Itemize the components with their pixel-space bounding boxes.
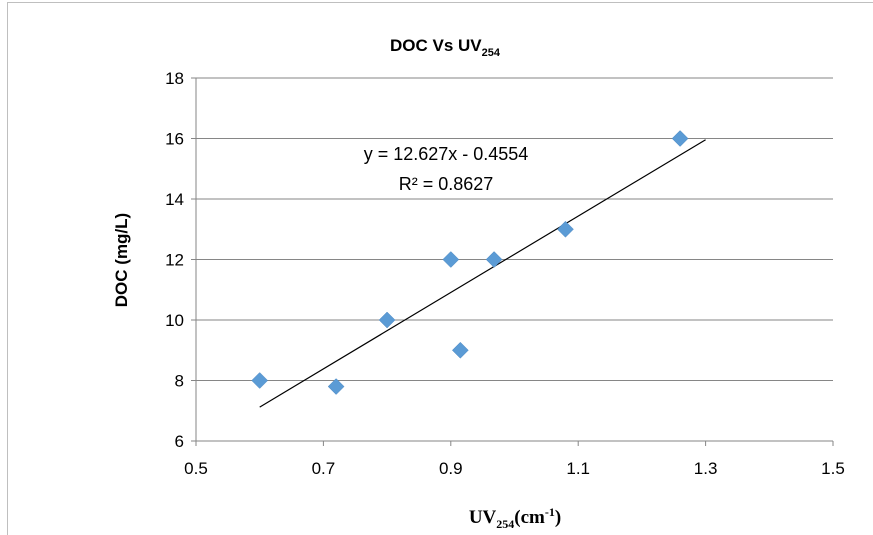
x-tick-label-1.5: 1.5 [821,459,845,478]
chart-frame [7,2,873,535]
data-point-5 [452,341,469,359]
trendline-r-squared: R² = 0.8627 [399,174,494,194]
x-tick-label-0.9: 0.9 [439,459,463,478]
y-tick-label-6: 6 [175,432,184,451]
data-points [251,130,689,395]
data-point-8 [671,130,689,147]
chart-title-subscript: 254 [482,47,501,59]
data-point-2 [327,378,345,395]
data-point-7 [557,220,574,238]
y-tick-label-8: 8 [175,372,184,391]
x-tick-label-0.7: 0.7 [312,459,336,478]
y-tick-labels: 6 8 10 12 14 16 18 [165,69,184,451]
y-tick-label-18: 18 [165,69,184,88]
y-tick-label-16: 16 [165,130,184,149]
trendline [259,139,706,408]
gridlines [196,77,833,381]
x-axis-label-main: UV [469,507,497,528]
x-tick-label-1.1: 1.1 [566,459,590,478]
chart-title: DOC Vs UV254 [390,36,501,59]
chart-title-main: DOC Vs UV [390,36,482,55]
y-tick-label-10: 10 [165,311,184,330]
x-tick-label-0.5: 0.5 [184,459,208,478]
y-tick-label-12: 12 [165,251,184,270]
y-tick-label-14: 14 [165,190,184,209]
x-axis-label-subscript: 254 [496,517,514,531]
x-axis-label-unit-superscript: -1 [545,505,555,519]
data-point-4 [442,251,460,268]
x-tick-label-1.3: 1.3 [694,459,718,478]
trendline-equation: y = 12.627x - 0.4554 [364,144,529,164]
axes [191,77,834,446]
data-point-6 [485,251,503,268]
data-point-3 [378,311,396,329]
y-axis-label: DOC (mg/L) [112,213,131,307]
x-tick-labels: 0.5 0.7 0.9 1.1 1.3 1.5 [184,459,845,478]
x-axis-label-unit-close: ) [555,507,561,528]
x-axis-label-unit-open: (cm [514,507,545,528]
trendline-layer [259,139,706,408]
x-axis-label: UV254(cm-1) [469,505,561,531]
data-point-1 [251,372,269,389]
